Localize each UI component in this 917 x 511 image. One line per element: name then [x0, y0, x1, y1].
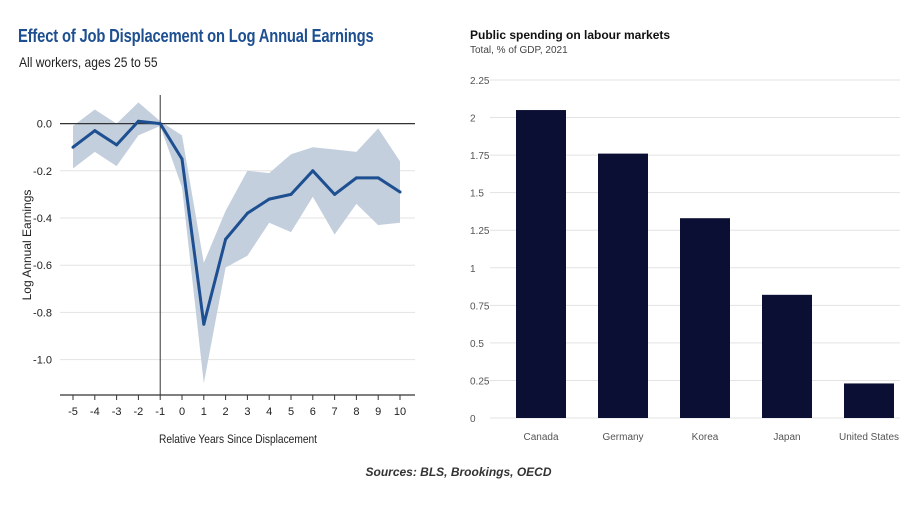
x-tick-label: -1 [155, 406, 165, 418]
x-tick-label: 1 [201, 406, 207, 418]
bar-korea [680, 218, 730, 418]
data-point [245, 211, 249, 215]
data-point [115, 143, 119, 147]
right-chart-svg: 0 0.25 0.5 0.75 1 1.25 1.5 1.75 2 2.25 Canada Germa… [470, 76, 900, 443]
y-tick-label: 2 [470, 114, 476, 125]
data-point [311, 169, 315, 173]
source-note: Sources: BLS, Brookings, OECD [365, 465, 552, 479]
y-tick-label: 2.25 [470, 76, 490, 87]
data-point [354, 176, 358, 180]
right-chart-subtitle: Total, % of GDP, 2021 [470, 45, 568, 56]
x-tick-label: 5 [288, 406, 294, 418]
data-point [71, 145, 75, 149]
left-chart-panel: Effect of Job Displacement on Log Annual… [0, 0, 440, 460]
y-tick-label: -0.4 [33, 213, 52, 225]
x-tick-label: -3 [112, 406, 122, 418]
y-tick-label: 1 [470, 264, 476, 275]
x-tick-label: -5 [68, 406, 78, 418]
x-tick-label: Canada [523, 432, 558, 443]
y-tick-label: 0 [470, 414, 476, 425]
y-tick-label: -1.0 [33, 355, 52, 367]
y-tick-label: 0.25 [470, 376, 490, 387]
bar-united-states [844, 383, 894, 418]
y-tick-label: 1.25 [470, 226, 490, 237]
data-point [158, 122, 162, 126]
bar-canada [516, 110, 566, 419]
x-tick-label: 7 [332, 406, 338, 418]
right-chart-panel: Public spending on labour markets Total,… [452, 0, 917, 460]
x-tick-label: 10 [394, 406, 406, 418]
x-axis-title: Relative Years Since Displacement [159, 433, 318, 446]
data-point [376, 176, 380, 180]
x-tick-label: Korea [692, 432, 719, 443]
y-tick-label: 0.5 [470, 339, 484, 350]
y-tick-label: 0.0 [37, 119, 52, 131]
y-tick-label: 1.75 [470, 151, 490, 162]
y-tick-label: 1.5 [470, 189, 484, 200]
right-chart-title: Public spending on labour markets [470, 28, 671, 42]
x-tick-label: 3 [244, 406, 250, 418]
data-point [267, 197, 271, 201]
data-point [224, 237, 228, 241]
y-tick-label: -0.6 [33, 260, 52, 272]
x-tick-label: 8 [353, 406, 359, 418]
y-tick-label: 0.75 [470, 301, 490, 312]
x-tick-label: -4 [90, 406, 100, 418]
x-tick-label: 4 [266, 406, 272, 418]
x-tick-label: Germany [602, 432, 643, 443]
data-point [202, 322, 206, 326]
y-tick-label: -0.8 [33, 307, 52, 319]
y-axis-title: Log Annual Earnings [20, 190, 34, 301]
confidence-band [73, 102, 400, 384]
x-tick-label: 2 [223, 406, 229, 418]
data-point [180, 157, 184, 161]
x-tick-label: 9 [375, 406, 381, 418]
left-chart-title: Effect of Job Displacement on Log Annual… [18, 26, 374, 46]
left-chart-svg: 0.0 -0.2 -0.4 -0.6 -0.8 -1.0 -5 -4 -3 -2 -1 0 1 2 3 4 5 6… [20, 95, 415, 446]
data-point [333, 192, 337, 196]
data-point [398, 190, 402, 194]
data-point [289, 192, 293, 196]
x-tick-label: Japan [773, 432, 800, 443]
data-point [93, 129, 97, 133]
x-tick-label: 6 [310, 406, 316, 418]
x-tick-label: United States [839, 432, 899, 443]
series-line [72, 119, 401, 326]
left-chart-subtitle: All workers, ages 25 to 55 [19, 54, 158, 70]
bar-germany [598, 153, 648, 418]
y-tick-label: -0.2 [33, 166, 52, 178]
bar-japan [762, 294, 812, 418]
x-tick-label: -2 [134, 406, 144, 418]
x-tick-label: 0 [179, 406, 185, 418]
data-point [136, 119, 140, 123]
